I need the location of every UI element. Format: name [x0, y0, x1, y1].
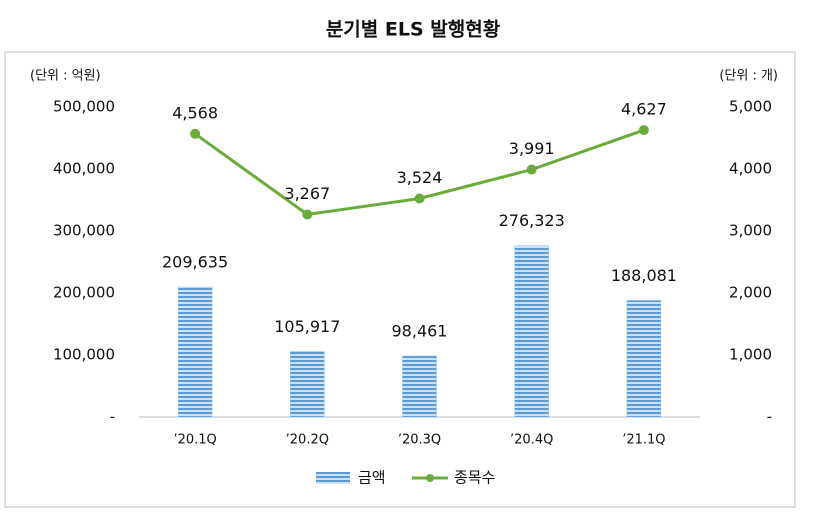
data-label: 4,568	[172, 103, 218, 122]
line-marker	[526, 164, 537, 175]
legend-swatch	[316, 472, 350, 484]
bar	[402, 355, 437, 418]
y-tick-label: -	[110, 408, 115, 426]
legend-marker	[426, 474, 434, 482]
line-marker	[414, 193, 425, 204]
x-tick-label: ’20.4Q	[510, 433, 553, 448]
line-marker	[302, 209, 313, 220]
y2-tick-label: 5,000	[729, 98, 772, 116]
x-tick-label: ’20.3Q	[398, 433, 441, 448]
x-tick-label: ’20.1Q	[173, 433, 216, 448]
line-marker	[190, 128, 201, 139]
y2-tick-label: -	[767, 408, 772, 426]
y-unit: (단위 : 억원)	[30, 69, 101, 84]
chart-border	[4, 51, 796, 508]
data-label: 209,635	[162, 253, 228, 272]
data-label: 4,627	[621, 100, 667, 119]
bar	[177, 286, 213, 418]
y-tick-label: 200,000	[53, 284, 115, 302]
chart-title: 분기별 ELS 발행현황	[326, 18, 501, 41]
legend-label: 종목수	[454, 469, 495, 487]
data-label: 188,081	[611, 266, 677, 285]
data-label: 3,524	[397, 168, 443, 187]
y2-tick-label: 3,000	[729, 222, 772, 240]
y-tick-label: 400,000	[53, 160, 115, 178]
data-label: 98,461	[392, 321, 448, 340]
y2-tick-label: 1,000	[729, 346, 772, 364]
data-label: 105,917	[274, 317, 340, 336]
y2-tick-label: 4,000	[729, 160, 772, 178]
bar	[290, 351, 325, 418]
data-label: 3,267	[284, 184, 330, 203]
y-tick-label: 100,000	[53, 346, 115, 364]
y-tick-label: 300,000	[53, 222, 115, 240]
data-label: 3,991	[509, 139, 555, 158]
line-marker	[638, 125, 649, 136]
y2-unit: (단위 : 개)	[719, 69, 778, 84]
bar	[514, 245, 549, 418]
data-label: 276,323	[499, 211, 565, 230]
y-tick-label: 500,000	[53, 98, 115, 116]
x-tick-label: ’20.2Q	[286, 433, 329, 448]
bar	[626, 300, 662, 418]
y2-tick-label: 2,000	[729, 284, 772, 302]
legend-label: 금액	[358, 469, 386, 487]
x-tick-label: ’21.1Q	[622, 433, 665, 448]
